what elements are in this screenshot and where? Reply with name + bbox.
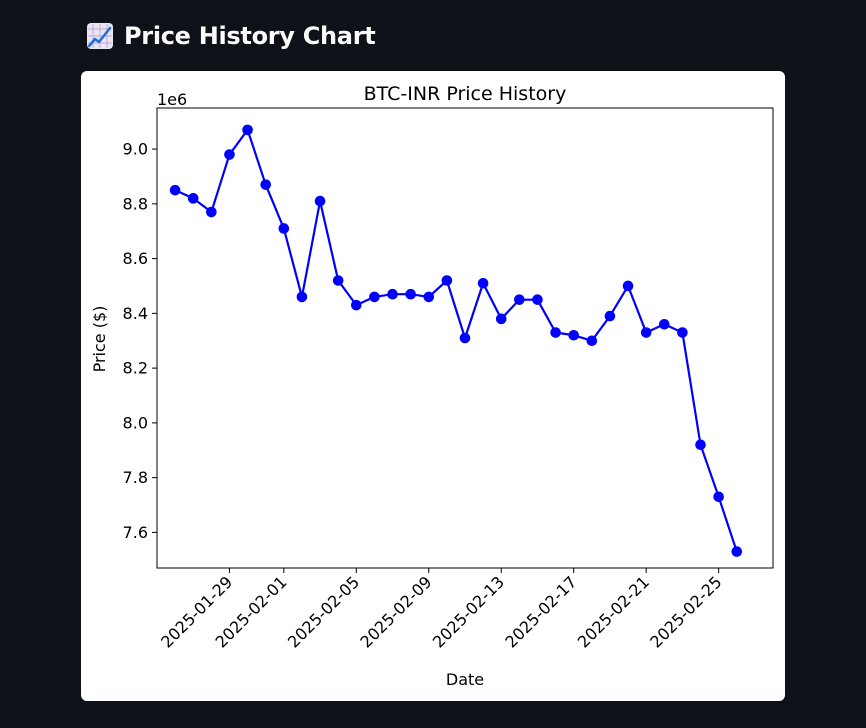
y-tick-label: 7.8 — [123, 468, 148, 487]
price-line — [174, 128, 738, 552]
data-point — [260, 179, 272, 190]
data-point — [514, 294, 525, 305]
y-tick-label: 8.6 — [123, 249, 148, 268]
y-tick-label: 8.2 — [123, 359, 148, 378]
data-point — [369, 291, 380, 303]
data-point — [695, 439, 706, 451]
data-point — [550, 327, 561, 338]
y-tick-label: 8.8 — [123, 194, 148, 213]
data-point — [713, 491, 724, 503]
plot-frame — [156, 107, 774, 569]
data-point — [441, 275, 453, 286]
data-point — [459, 332, 471, 344]
data-point — [296, 291, 308, 303]
x-tick-label: 2025-02-21 — [574, 572, 653, 651]
y-tick-label: 8.0 — [123, 413, 148, 432]
x-tick-label: 2025-02-05 — [284, 572, 363, 651]
data-point — [224, 149, 235, 160]
y-tick-label: 8.4 — [123, 304, 148, 323]
data-point — [387, 288, 398, 300]
y-scale-label: 1e6 — [157, 90, 187, 109]
data-point — [350, 299, 362, 311]
data-point — [187, 193, 199, 204]
data-point — [658, 319, 670, 330]
price-history-chart: BTC-INR Price History 1e6 Date Price ($)… — [90, 83, 774, 689]
page-header: Price History Chart — [86, 22, 376, 50]
chart-increasing-icon — [87, 23, 113, 49]
chart-title: BTC-INR Price History — [364, 83, 567, 105]
data-point — [423, 291, 435, 303]
chart-card: BTC-INR Price History 1e6 Date Price ($)… — [81, 71, 785, 701]
data-point — [586, 335, 598, 347]
data-point — [278, 223, 290, 234]
series-layer — [169, 124, 743, 557]
x-axis-label: Date — [446, 670, 484, 689]
data-point — [568, 329, 580, 341]
page-title: Price History Chart — [124, 22, 376, 50]
data-point — [677, 327, 688, 338]
data-point — [332, 275, 344, 286]
data-point — [532, 294, 543, 305]
data-point — [169, 184, 181, 196]
y-axis-label: Price ($) — [90, 306, 109, 373]
x-tick-label: 2025-02-25 — [646, 572, 725, 651]
data-point — [731, 546, 743, 557]
x-tick-label: 2025-02-17 — [501, 572, 580, 651]
x-tick-label: 2025-02-13 — [429, 572, 508, 651]
data-point — [640, 327, 652, 338]
x-tick-label: 2025-02-09 — [356, 572, 435, 651]
data-point — [622, 280, 634, 292]
data-point — [604, 310, 616, 322]
data-point — [495, 313, 507, 325]
data-point — [206, 206, 217, 218]
data-point — [405, 288, 416, 300]
data-point — [477, 277, 489, 289]
y-tick-label: 9.0 — [123, 140, 148, 159]
data-point — [242, 124, 253, 136]
y-tick-label: 7.6 — [123, 523, 148, 542]
data-point — [314, 195, 326, 207]
